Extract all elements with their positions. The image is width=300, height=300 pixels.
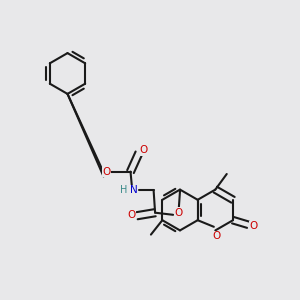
Text: O: O [174, 208, 183, 218]
Text: O: O [128, 210, 136, 220]
Text: H: H [120, 185, 127, 195]
Text: O: O [249, 221, 257, 231]
Text: O: O [139, 145, 147, 155]
Text: N: N [130, 185, 138, 195]
Text: O: O [212, 231, 220, 242]
Text: O: O [102, 167, 111, 177]
